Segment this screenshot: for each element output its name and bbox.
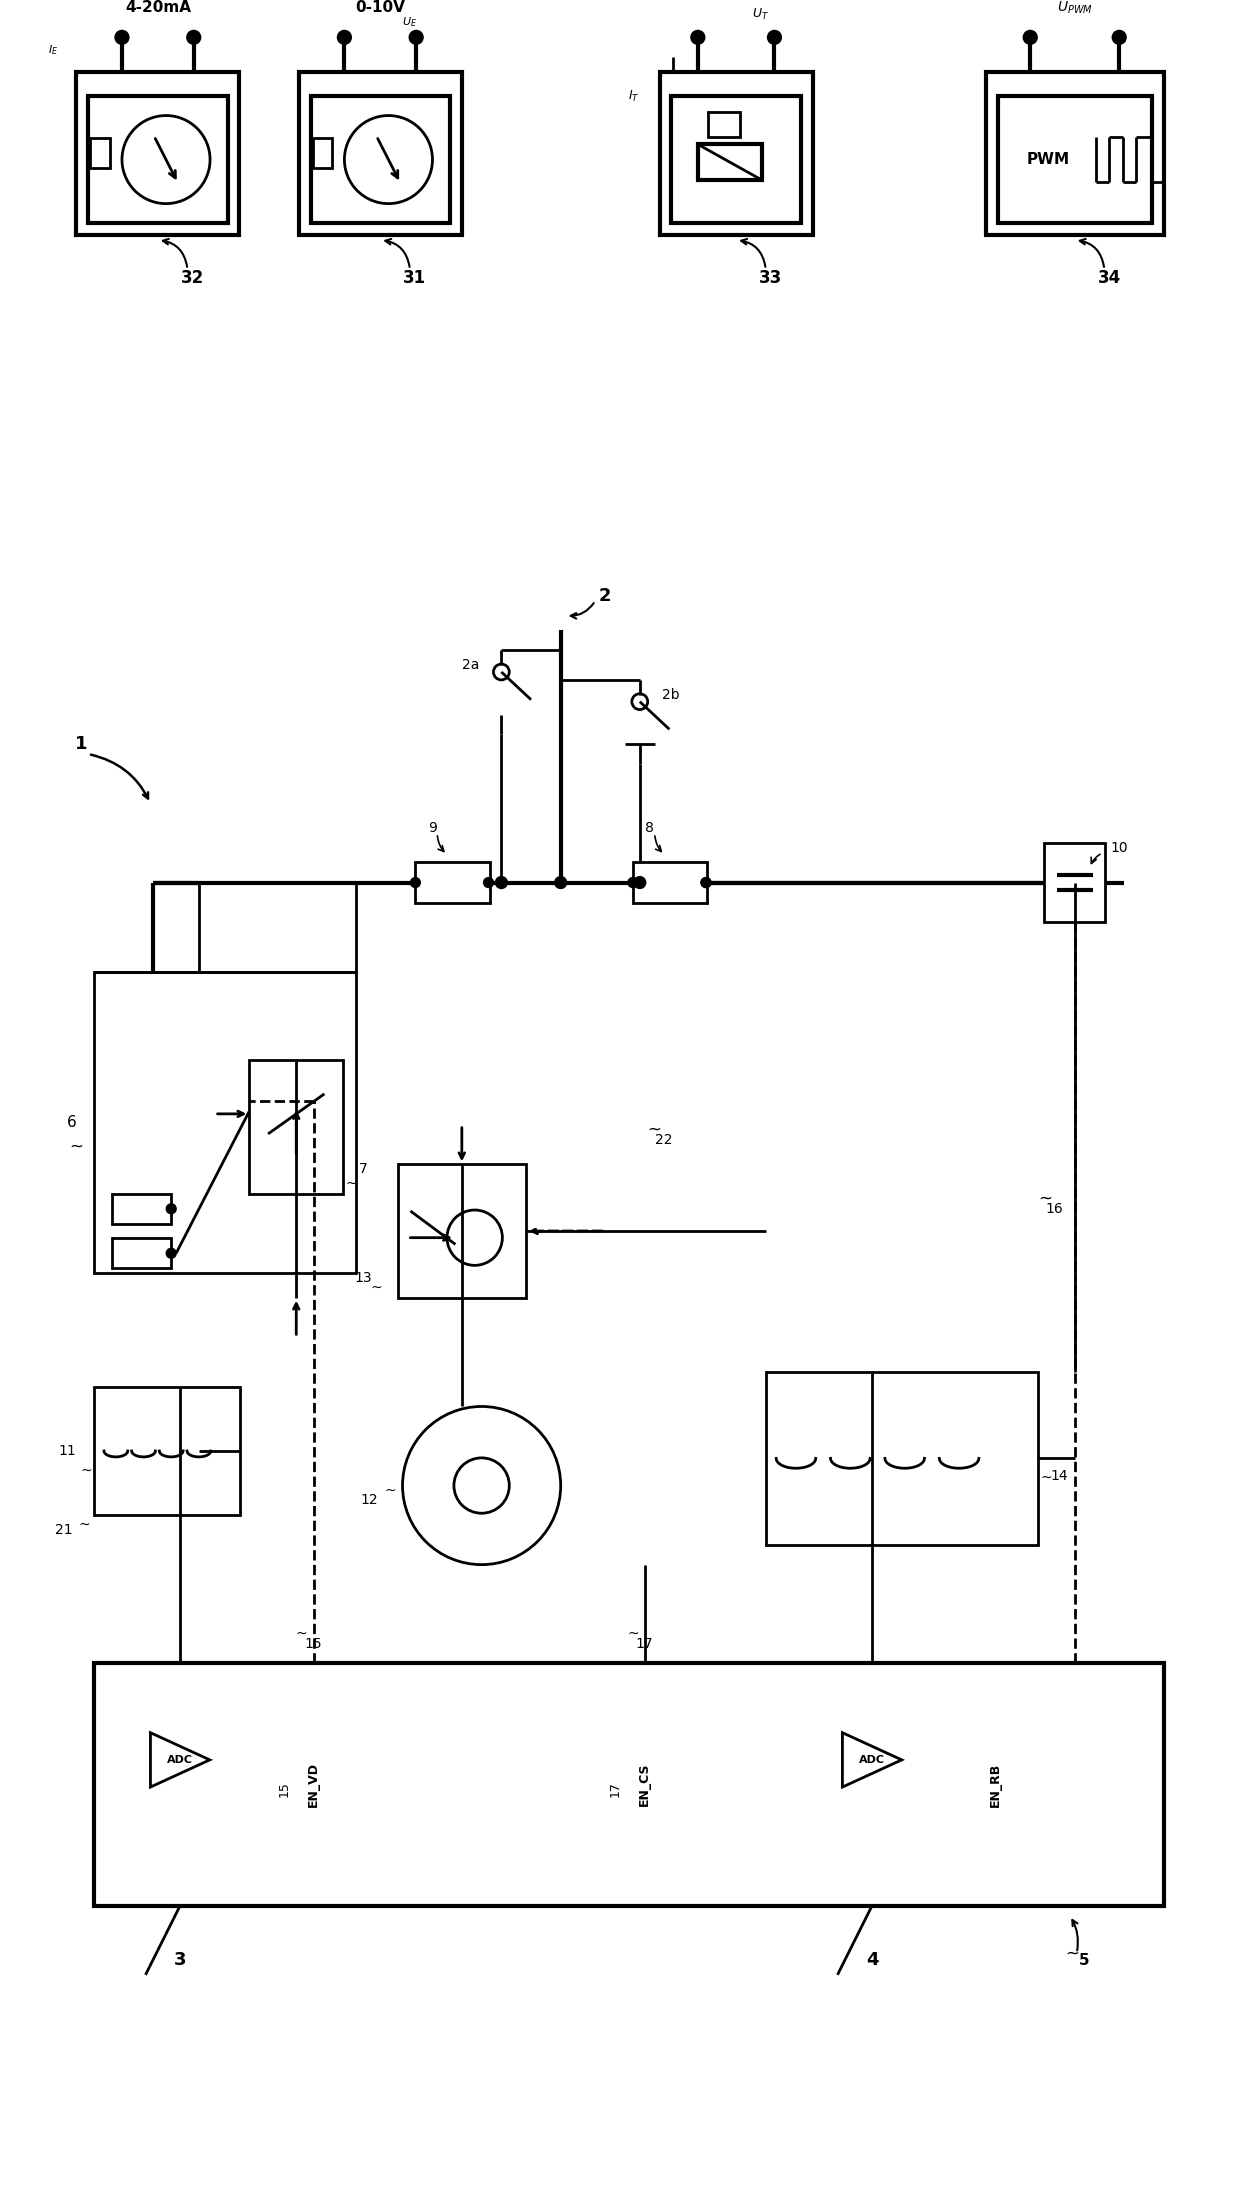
Circle shape xyxy=(187,31,201,44)
Circle shape xyxy=(166,1203,176,1214)
Circle shape xyxy=(410,878,420,887)
Text: ~: ~ xyxy=(1065,1944,1080,1962)
Text: ADC: ADC xyxy=(859,1755,885,1766)
Bar xyxy=(660,73,812,236)
Text: 5: 5 xyxy=(1079,1953,1090,1969)
Text: ~: ~ xyxy=(78,1518,91,1532)
Bar xyxy=(766,1373,1038,1545)
Circle shape xyxy=(701,878,711,887)
Text: 15: 15 xyxy=(278,1781,290,1796)
Bar xyxy=(77,73,239,236)
Text: 13: 13 xyxy=(355,1271,372,1284)
Bar xyxy=(112,1194,171,1223)
Text: ~: ~ xyxy=(370,1280,382,1296)
Text: 7: 7 xyxy=(358,1163,367,1176)
Text: ~: ~ xyxy=(69,1139,83,1156)
Bar xyxy=(94,1386,241,1516)
Text: 6: 6 xyxy=(67,1115,77,1130)
Text: 15: 15 xyxy=(305,1638,322,1651)
Text: 14: 14 xyxy=(1050,1468,1068,1483)
Bar xyxy=(1044,843,1105,923)
Text: 22: 22 xyxy=(655,1132,672,1148)
Circle shape xyxy=(554,876,567,889)
Text: 32: 32 xyxy=(181,269,205,287)
Text: $U_{PWM}$: $U_{PWM}$ xyxy=(1056,0,1092,15)
Text: 12: 12 xyxy=(360,1494,378,1507)
Bar xyxy=(88,95,228,223)
Text: $U_E$: $U_E$ xyxy=(403,15,418,29)
Text: 16: 16 xyxy=(1045,1203,1063,1216)
Text: 9: 9 xyxy=(428,821,436,834)
Bar xyxy=(671,95,801,223)
Circle shape xyxy=(627,878,637,887)
Text: ~: ~ xyxy=(296,1627,308,1640)
Text: ~: ~ xyxy=(1038,1190,1052,1207)
Text: 1: 1 xyxy=(74,735,88,753)
Bar xyxy=(91,139,110,168)
Text: $I_T$: $I_T$ xyxy=(629,88,640,104)
Text: 31: 31 xyxy=(403,269,427,287)
Bar xyxy=(299,73,461,236)
Bar xyxy=(112,1238,171,1269)
Bar xyxy=(249,1062,343,1194)
Circle shape xyxy=(166,1249,176,1258)
Text: 8: 8 xyxy=(645,821,653,834)
Circle shape xyxy=(115,31,129,44)
Text: 4: 4 xyxy=(866,1951,878,1969)
Circle shape xyxy=(701,878,711,887)
Text: 17: 17 xyxy=(609,1781,621,1796)
Text: 4-20mA: 4-20mA xyxy=(125,0,191,15)
Bar xyxy=(998,95,1152,223)
Text: 2a: 2a xyxy=(463,658,480,673)
Text: 21: 21 xyxy=(55,1523,72,1536)
Text: 11: 11 xyxy=(58,1443,77,1459)
Text: 2: 2 xyxy=(599,587,611,605)
Text: 33: 33 xyxy=(759,269,782,287)
Text: $U_T$: $U_T$ xyxy=(753,7,769,22)
Bar xyxy=(94,971,356,1273)
Text: ~: ~ xyxy=(647,1121,662,1139)
Bar xyxy=(708,113,740,137)
Circle shape xyxy=(409,31,423,44)
Circle shape xyxy=(1023,31,1037,44)
Text: 34: 34 xyxy=(1097,269,1121,287)
Bar xyxy=(632,861,707,903)
Text: ~: ~ xyxy=(345,1176,357,1192)
Bar xyxy=(986,73,1163,236)
Text: 17: 17 xyxy=(636,1638,653,1651)
Text: 3: 3 xyxy=(174,1951,186,1969)
Circle shape xyxy=(496,876,507,889)
Circle shape xyxy=(691,31,704,44)
Circle shape xyxy=(337,31,351,44)
Text: ADC: ADC xyxy=(167,1755,193,1766)
Text: EN_CS: EN_CS xyxy=(639,1763,651,1805)
Text: EN_VD: EN_VD xyxy=(308,1761,320,1808)
Bar xyxy=(415,861,490,903)
Circle shape xyxy=(1112,31,1126,44)
Text: 0-10V: 0-10V xyxy=(356,0,405,15)
Bar xyxy=(312,139,332,168)
Bar xyxy=(94,1664,1163,1905)
Text: ~: ~ xyxy=(81,1463,92,1479)
Text: ~: ~ xyxy=(627,1627,639,1640)
Circle shape xyxy=(634,876,646,889)
Text: ~: ~ xyxy=(384,1483,397,1499)
Text: ~: ~ xyxy=(1040,1472,1052,1485)
Circle shape xyxy=(484,878,494,887)
Text: $I_E$: $I_E$ xyxy=(48,44,58,57)
Text: EN_RB: EN_RB xyxy=(990,1763,1002,1808)
Bar xyxy=(310,95,450,223)
Text: 2b: 2b xyxy=(661,689,680,702)
Text: PWM: PWM xyxy=(1027,152,1070,168)
Text: 10: 10 xyxy=(1110,841,1128,854)
Bar xyxy=(698,143,763,181)
Circle shape xyxy=(768,31,781,44)
Bar xyxy=(398,1165,526,1298)
